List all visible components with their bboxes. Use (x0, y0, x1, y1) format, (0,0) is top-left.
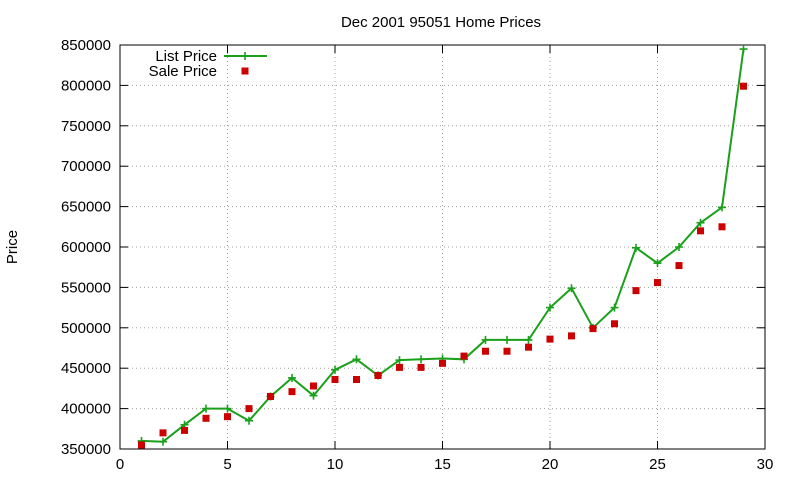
list-price-point (610, 303, 619, 312)
legend-label-sale-price: Sale Price (149, 63, 217, 80)
sale-price-point (611, 320, 618, 328)
list-price-point (223, 404, 232, 413)
x-tick-label: 15 (434, 456, 451, 473)
y-tick-label: 500000 (61, 320, 111, 337)
list-price-point (481, 335, 490, 344)
legend-marker-list-price (241, 52, 249, 60)
legend: List Price Sale Price (149, 48, 267, 80)
sale-price-point (331, 376, 339, 384)
list-price-point (524, 335, 533, 344)
sale-price-point (482, 347, 489, 355)
x-tick-label: 25 (649, 456, 666, 473)
list-price-point (718, 203, 726, 212)
y-axis-label: Price (4, 230, 21, 264)
sale-price-point (740, 82, 747, 90)
list-price-point (202, 404, 210, 413)
list-price-point (653, 259, 662, 268)
list-price-point (352, 355, 361, 364)
y-tick-label: 850000 (61, 37, 111, 54)
legend-label-list-price: List Price (155, 48, 217, 65)
list-price-point (739, 45, 748, 54)
list-price-point (546, 303, 554, 312)
sale-price-point (439, 359, 446, 367)
list-price-point (245, 416, 253, 425)
tick-layer: 350000 400000 450000 500000 550000 600000 6500… (61, 37, 773, 473)
x-tick-label: 20 (542, 456, 559, 473)
y-tick-label: 800000 (61, 77, 111, 94)
sale-price-point (159, 429, 167, 437)
sale-price-point (718, 223, 726, 231)
list-price-point (331, 365, 339, 374)
legend-marker-sale-price (241, 67, 249, 75)
x-tick-label: 30 (757, 456, 774, 473)
y-tick-label: 400000 (61, 401, 111, 418)
sale-price-point (654, 279, 661, 287)
list-price-point (696, 218, 705, 227)
sale-price-point (267, 392, 274, 400)
chart-title: Dec 2001 95051 Home Prices (341, 14, 541, 31)
sale-price-point (138, 441, 145, 449)
sale-price-point (202, 414, 210, 422)
y-tick-label: 700000 (61, 158, 111, 175)
list-price-point (675, 243, 683, 251)
list-price-point (288, 373, 296, 382)
sale-price-point (181, 426, 188, 434)
sale-price-point (374, 371, 382, 379)
grid-layer (120, 45, 765, 449)
sale-price-point (697, 227, 704, 235)
x-tick-label: 10 (327, 456, 344, 473)
sale-price-point (353, 376, 360, 384)
sale-price-point (632, 287, 640, 295)
sale-price-point (396, 363, 403, 371)
y-tick-label: 450000 (61, 360, 111, 377)
y-tick-label: 600000 (61, 239, 111, 256)
list-price-point (567, 284, 576, 293)
y-tick-label: 550000 (61, 279, 111, 296)
x-tick-label: 5 (223, 456, 231, 473)
sale-price-point (546, 335, 554, 343)
sale-price-point (503, 347, 511, 355)
sale-price-point (245, 405, 253, 413)
y-tick-label: 350000 (61, 441, 111, 458)
list-price-point (417, 355, 425, 364)
y-tick-label: 750000 (61, 118, 111, 135)
x-tick-label: 0 (116, 456, 124, 473)
sale-price-point (568, 332, 575, 340)
sale-price-point (589, 325, 597, 333)
sale-price-point (288, 388, 296, 396)
sale-price-point (460, 352, 468, 360)
sale-price-point (224, 413, 231, 421)
list-price-point (632, 243, 640, 252)
sale-price-point (675, 262, 683, 270)
list-price-point (309, 391, 318, 400)
list-price-point (159, 437, 167, 446)
series-layer (137, 45, 748, 449)
sale-price-point (417, 363, 425, 371)
list-price-point (503, 335, 511, 344)
sale-price-point (310, 382, 317, 390)
sale-price-point (525, 343, 532, 351)
y-tick-label: 650000 (61, 199, 111, 216)
list-price-point (395, 356, 404, 365)
